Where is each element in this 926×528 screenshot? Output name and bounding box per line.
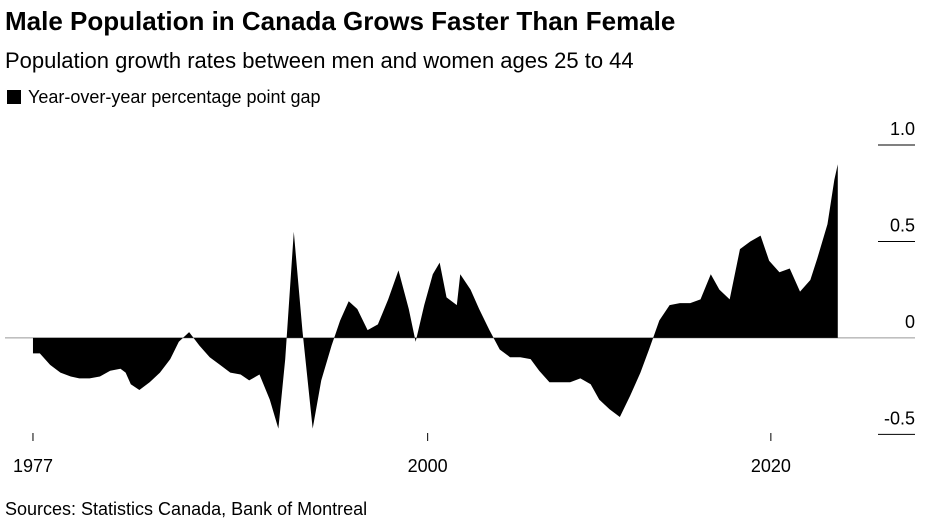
- legend-swatch: [7, 90, 21, 104]
- y-tick-label: 0.5: [890, 215, 915, 235]
- y-tick-label: 0: [905, 312, 915, 332]
- chart-subtitle: Population growth rates between men and …: [5, 48, 634, 73]
- y-tick-label: 1.0: [890, 119, 915, 139]
- source-note: Sources: Statistics Canada, Bank of Mont…: [5, 499, 367, 519]
- x-tick-label: 1977: [13, 456, 53, 476]
- y-tick-label: -0.5: [884, 408, 915, 428]
- chart-title: Male Population in Canada Grows Faster T…: [5, 6, 675, 36]
- x-tick-label: 2020: [751, 456, 791, 476]
- x-tick-label: 2000: [408, 456, 448, 476]
- legend-label: Year-over-year percentage point gap: [28, 87, 321, 107]
- area: [32, 164, 838, 429]
